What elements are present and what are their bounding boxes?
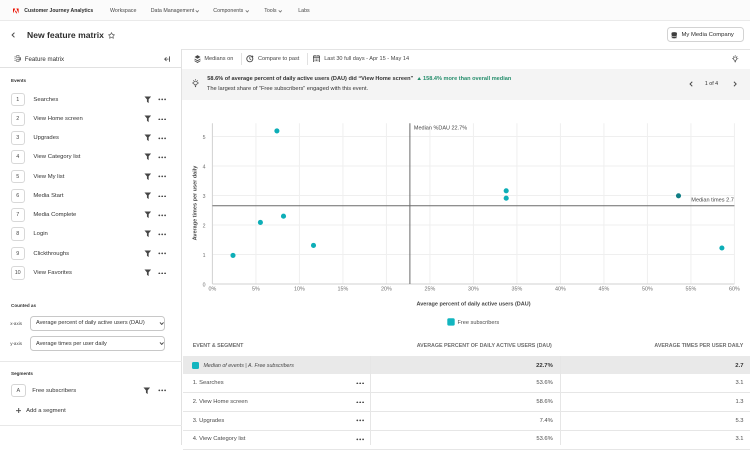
svg-text:1: 1: [203, 253, 206, 259]
svg-text:3: 3: [203, 194, 206, 200]
svg-text:0: 0: [203, 282, 206, 288]
svg-text:0%: 0%: [209, 286, 217, 292]
svg-text:20%: 20%: [381, 286, 392, 292]
svg-text:5: 5: [203, 135, 206, 141]
svg-text:Free subscribers: Free subscribers: [458, 320, 500, 326]
svg-text:40%: 40%: [555, 286, 566, 292]
svg-text:2: 2: [203, 223, 206, 229]
svg-text:Average percent of daily activ: Average percent of daily active users (D…: [416, 302, 530, 308]
svg-text:60%: 60%: [729, 286, 740, 292]
svg-text:50%: 50%: [642, 286, 653, 292]
svg-text:10%: 10%: [294, 286, 305, 292]
svg-text:30%: 30%: [468, 286, 479, 292]
svg-text:Median %DAU 22.7%: Median %DAU 22.7%: [414, 126, 467, 132]
svg-text:25%: 25%: [425, 286, 436, 292]
svg-text:45%: 45%: [599, 286, 610, 292]
svg-text:35%: 35%: [512, 286, 523, 292]
svg-text:4: 4: [203, 164, 206, 170]
svg-text:Median times 2.7: Median times 2.7: [691, 198, 734, 204]
svg-text:Average times per user daily: Average times per user daily: [192, 165, 198, 241]
svg-text:5%: 5%: [252, 286, 260, 292]
svg-text:55%: 55%: [686, 286, 697, 292]
svg-text:15%: 15%: [338, 286, 349, 292]
